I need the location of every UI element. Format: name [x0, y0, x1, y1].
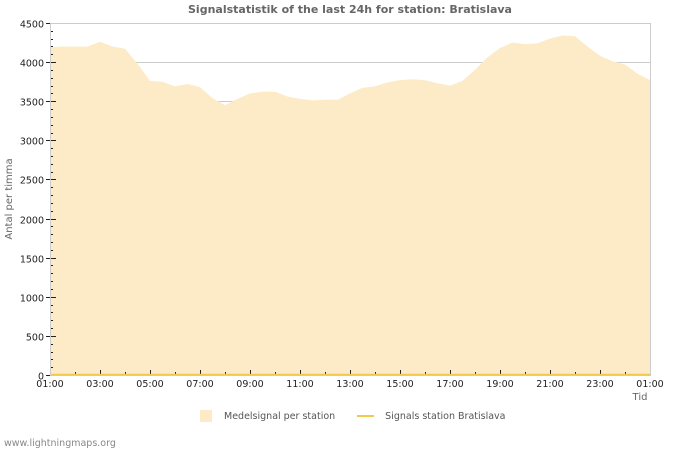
svg-text:4500: 4500: [20, 20, 44, 31]
legend-area-swatch-icon: [200, 410, 212, 422]
svg-text:07:00: 07:00: [186, 379, 213, 390]
svg-text:11:00: 11:00: [286, 379, 313, 390]
legend-label: Signals station Bratislava: [385, 410, 506, 422]
svg-text:09:00: 09:00: [236, 379, 263, 390]
svg-text:2000: 2000: [20, 216, 44, 227]
svg-text:23:00: 23:00: [586, 379, 613, 390]
svg-text:0: 0: [38, 372, 44, 383]
svg-text:13:00: 13:00: [336, 379, 363, 390]
svg-text:4000: 4000: [20, 59, 44, 70]
legend-item-medelsignal[interactable]: Medelsignal per station: [200, 410, 335, 422]
chart-title: Signalstatistik of the last 24h for stat…: [188, 3, 512, 16]
svg-text:1000: 1000: [20, 294, 44, 305]
svg-text:05:00: 05:00: [136, 379, 163, 390]
y-axis-title: Antal per timma: [4, 158, 15, 239]
y-axis-labels: 0 500 1000 1500 2000 2500 3000 3500 4000 4500: [20, 20, 44, 383]
legend: Medelsignal per station Signals station …: [200, 410, 506, 422]
svg-text:500: 500: [26, 333, 44, 344]
svg-text:19:00: 19:00: [486, 379, 513, 390]
svg-text:01:00: 01:00: [36, 379, 63, 390]
svg-text:15:00: 15:00: [386, 379, 413, 390]
svg-text:01:00: 01:00: [636, 379, 663, 390]
svg-text:21:00: 21:00: [536, 379, 563, 390]
legend-label: Medelsignal per station: [224, 410, 336, 422]
legend-line-swatch-icon: [357, 415, 375, 417]
svg-text:2500: 2500: [20, 176, 44, 187]
svg-text:03:00: 03:00: [86, 379, 113, 390]
svg-text:3500: 3500: [20, 98, 44, 109]
svg-text:3000: 3000: [20, 137, 44, 148]
area-series-medelsignal: [50, 35, 650, 375]
source-link[interactable]: www.lightningmaps.org: [4, 438, 116, 449]
legend-item-station-signals[interactable]: Signals station Bratislava: [357, 410, 506, 422]
x-axis-title: Tid: [632, 392, 648, 403]
svg-text:1500: 1500: [20, 255, 44, 266]
x-axis-labels: 01:00 03:00 05:00 07:00 09:00 11:00 13:00 15:00…: [36, 379, 663, 390]
svg-text:17:00: 17:00: [436, 379, 463, 390]
